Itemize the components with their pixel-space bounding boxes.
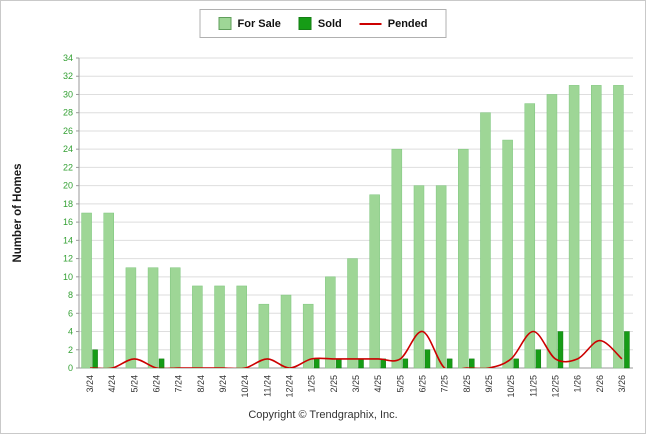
- legend-item-for-sale: For Sale: [218, 17, 281, 30]
- bar-sold: [402, 358, 409, 369]
- bar-for-sale: [81, 212, 92, 369]
- y-tick-label: 4: [68, 327, 73, 337]
- x-tick-label: 3/26: [617, 375, 627, 393]
- bar-sold: [424, 349, 431, 369]
- bar-for-sale: [258, 303, 270, 369]
- x-tick-label: 12/25: [550, 375, 560, 398]
- for-sale-label: For Sale: [237, 17, 281, 30]
- bar-for-sale: [613, 85, 624, 369]
- bar-for-sale: [568, 85, 580, 369]
- bar-for-sale: [347, 258, 358, 369]
- legend-item-sold: Sold: [298, 17, 342, 30]
- x-tick-label: 6/24: [152, 375, 162, 393]
- x-tick-label: 5/25: [395, 375, 405, 393]
- bar-sold: [557, 331, 564, 369]
- x-tick-label: 10/24: [240, 375, 250, 398]
- x-tick-label: 7/24: [174, 375, 184, 393]
- y-tick-label: 20: [63, 181, 73, 191]
- bar-for-sale: [413, 185, 425, 369]
- bar-for-sale: [103, 212, 114, 369]
- bar-sold: [469, 358, 475, 369]
- bar-for-sale: [169, 267, 181, 369]
- x-tick-label: 12/24: [285, 375, 295, 398]
- bar-for-sale: [214, 285, 225, 369]
- homes-bar-chart: Number of Homes 024681012141618202224262…: [12, 53, 633, 398]
- x-tick-label: 4/25: [373, 375, 383, 393]
- y-tick-label: 28: [63, 108, 73, 118]
- x-tick-label: 11/25: [528, 375, 538, 397]
- bar-sold: [92, 349, 98, 369]
- bar-sold: [446, 358, 453, 369]
- pended-label: Pended: [387, 17, 428, 30]
- x-tick-label: 11/24: [262, 375, 272, 397]
- sold-swatch-icon: [298, 17, 312, 30]
- bar-for-sale: [125, 267, 137, 369]
- x-tick-label: 9/24: [218, 375, 228, 393]
- pended-line: [90, 330, 623, 368]
- y-tick-label: 2: [68, 345, 73, 355]
- y-tick-label: 6: [68, 308, 73, 318]
- y-tick-label: 30: [63, 89, 73, 99]
- bar-for-sale: [147, 267, 159, 369]
- x-tick-label: 6/25: [418, 375, 428, 393]
- sold-label: Sold: [317, 17, 342, 30]
- x-tick-label: 8/25: [462, 375, 472, 393]
- bar-for-sale: [369, 194, 380, 369]
- bar-for-sale: [192, 285, 203, 369]
- bar-sold: [158, 358, 165, 369]
- y-tick-label: 22: [63, 162, 73, 172]
- bar-for-sale: [302, 303, 314, 369]
- bar-for-sale: [236, 285, 247, 369]
- bar-for-sale: [325, 276, 336, 369]
- copyright-footer: Copyright © Trendgraphix, Inc.: [248, 409, 398, 421]
- bar-for-sale: [546, 94, 558, 369]
- bar-for-sale: [480, 112, 491, 369]
- bar-sold: [358, 358, 364, 369]
- y-tick-label: 16: [63, 217, 73, 227]
- bar-sold: [513, 358, 519, 369]
- x-tick-label: 4/24: [107, 375, 117, 393]
- x-tick-label: 3/25: [351, 375, 361, 393]
- x-tick-label: 2/25: [329, 375, 339, 393]
- x-tick-label: 2/26: [595, 375, 605, 393]
- x-tick-label: 5/24: [129, 375, 139, 393]
- bar-sold: [535, 349, 542, 369]
- bar-sold: [624, 331, 630, 369]
- y-tick-label: 34: [63, 53, 73, 63]
- y-tick-label: 26: [63, 126, 73, 136]
- chart-legend: For Sale Sold Pended: [199, 9, 447, 38]
- bar-for-sale: [391, 148, 403, 369]
- bar-sold: [336, 358, 342, 369]
- x-tick-label: 10/25: [506, 375, 516, 398]
- y-tick-label: 12: [63, 254, 73, 264]
- y-tick-label: 0: [68, 363, 73, 373]
- y-tick-label: 14: [63, 235, 73, 245]
- bar-for-sale: [458, 148, 469, 369]
- legend-item-pended: Pended: [359, 17, 428, 30]
- x-tick-label: 3/24: [85, 375, 95, 393]
- x-tick-label: 1/26: [573, 375, 583, 393]
- for-sale-swatch-icon: [218, 17, 232, 30]
- x-tick-label: 8/24: [196, 375, 206, 393]
- y-tick-label: 32: [63, 71, 73, 81]
- bar-sold: [313, 358, 320, 369]
- y-tick-label: 8: [68, 290, 73, 300]
- bar-for-sale: [524, 103, 536, 369]
- bar-for-sale: [591, 85, 602, 369]
- x-tick-label: 1/25: [307, 375, 317, 393]
- y-axis-title: Number of Homes: [12, 163, 24, 262]
- bar-for-sale: [502, 139, 513, 369]
- y-tick-label: 24: [63, 144, 73, 154]
- y-tick-label: 18: [63, 199, 73, 209]
- x-tick-label: 9/25: [484, 375, 494, 393]
- x-tick-label: 7/25: [440, 375, 450, 393]
- bar-for-sale: [435, 185, 447, 369]
- bar-for-sale: [280, 294, 292, 369]
- y-tick-label: 10: [63, 272, 73, 282]
- pended-line-swatch-icon: [359, 22, 382, 25]
